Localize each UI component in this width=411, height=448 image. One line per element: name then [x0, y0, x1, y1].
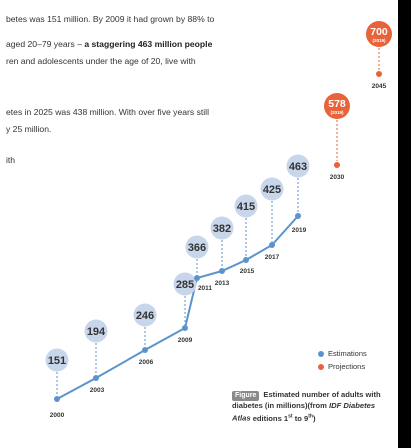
- text-line-5: y 25 million.: [6, 124, 52, 134]
- estimation-point: [243, 257, 249, 263]
- estimation-year-label: 2015: [240, 268, 255, 275]
- legend-estimations: Estimations: [318, 349, 367, 358]
- estimation-year-label: 2000: [50, 412, 65, 419]
- text-line-4: etes in 2025 was 438 million. With over …: [6, 107, 209, 117]
- estimation-year-label: 2019: [292, 227, 307, 234]
- legend-projections-swatch: [318, 364, 324, 370]
- projection-edition-label: (2019): [372, 38, 386, 43]
- text-line-3: ren and adolescents under the age of 20,…: [6, 56, 196, 66]
- diabetes-chart: 151 2000 194 2003 246 2006 285 2009 366 2011 382 20…: [45, 21, 392, 419]
- estimation-year-label: 2003: [90, 387, 105, 394]
- estimation-point: [295, 213, 301, 219]
- legend-projections-label: Projections: [328, 362, 366, 371]
- estimation-bubble: [45, 348, 69, 372]
- projection-year-label: 2045: [372, 83, 387, 90]
- estimation-year-label: 2013: [215, 280, 230, 287]
- projection-value-label: 578: [328, 98, 346, 110]
- estimation-value-label: 425: [263, 184, 281, 196]
- estimation-bubble: [185, 235, 209, 259]
- series-marks: 151 2000 194 2003 246 2006 285 2009 366 2011 382 20…: [45, 21, 392, 419]
- estimation-point: [142, 347, 148, 353]
- estimation-value-label: 151: [48, 355, 66, 367]
- series-lines: [56, 215, 299, 400]
- estimation-value-label: 285: [176, 279, 194, 291]
- estimation-value-label: 415: [237, 201, 255, 213]
- estimation-value-label: 366: [188, 242, 206, 254]
- projection-edition-label: (2019): [330, 110, 344, 115]
- legend-estimations-label: Estimations: [328, 349, 367, 358]
- caption-text: Estimated number of adults with: [263, 390, 381, 399]
- estimation-year-label: 2006: [139, 359, 154, 366]
- estimation-bubble: [133, 303, 157, 327]
- estimation-bubble: [286, 154, 310, 178]
- figure-caption: Figure Estimated number of adults with di…: [232, 390, 394, 424]
- estimation-value-label: 463: [289, 161, 307, 173]
- estimation-point: [219, 268, 225, 274]
- estimation-year-label: 2009: [178, 337, 193, 344]
- content-panel: betes was 151 million. By 2009 it had gr…: [0, 0, 398, 448]
- estimation-value-label: 382: [213, 223, 231, 235]
- estimation-point: [54, 396, 60, 402]
- estimation-value-label: 246: [136, 310, 154, 322]
- projection-bubble: [324, 93, 350, 119]
- projection-point: [334, 162, 340, 168]
- estimation-bubble: [84, 319, 108, 343]
- figure-tag: Figure: [232, 391, 260, 401]
- estimation-point: [194, 275, 200, 281]
- estimations-line: [56, 215, 299, 400]
- estimation-value-label: 194: [87, 326, 106, 338]
- estimation-bubble: [260, 177, 284, 201]
- legend-projections: Projections: [318, 362, 365, 371]
- estimation-year-label: 2011: [198, 285, 212, 292]
- estimation-year-label: 2017: [265, 254, 280, 261]
- projection-year-label: 2030: [330, 174, 345, 181]
- projection-point: [376, 71, 382, 77]
- text-line-6: ith: [6, 155, 16, 165]
- estimation-point: [182, 325, 188, 331]
- estimation-point: [269, 242, 275, 248]
- estimation-point: [93, 375, 99, 381]
- projection-bubble: [366, 21, 392, 47]
- text-line-2-bold: a staggering 463 million people: [84, 39, 213, 49]
- legend-estimations-swatch: [318, 351, 324, 357]
- caption-source: diabetes (in millions)(from IDF Diabetes…: [232, 401, 376, 423]
- text-line-2: aged 20–79 years – a staggering 463 mill…: [6, 39, 213, 49]
- estimation-bubble: [173, 272, 197, 296]
- estimation-bubble: [210, 216, 234, 240]
- text-line-1: betes was 151 million. By 2009 it had gr…: [6, 14, 215, 24]
- estimation-bubble: [234, 194, 258, 218]
- projection-value-label: 700: [370, 26, 388, 38]
